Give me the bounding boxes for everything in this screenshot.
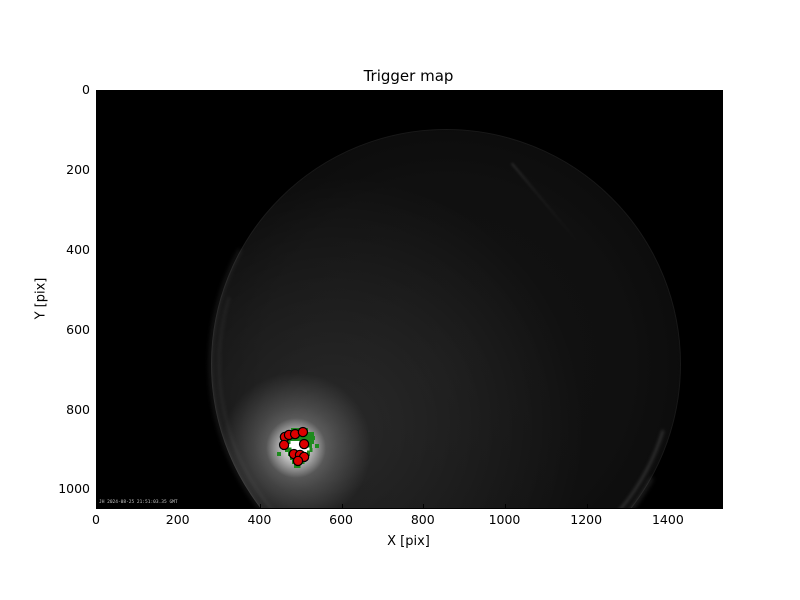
x-tick-label: 600 [329, 512, 354, 527]
plot-title: Trigger map [363, 67, 454, 85]
x-tick [423, 504, 425, 508]
x-tick-top [97, 91, 98, 95]
x-tick [97, 504, 98, 508]
y-tick-label: 400 [66, 241, 90, 257]
y-tick-right [718, 410, 722, 412]
y-axis-label: Y [pix] [33, 277, 49, 320]
x-tick-top [259, 91, 261, 95]
y-tick-right [718, 489, 722, 491]
y-tick [97, 410, 101, 412]
triggered-pixel [315, 444, 320, 449]
x-tick [504, 504, 506, 508]
x-tick [668, 504, 670, 508]
x-tick-top [504, 91, 506, 95]
x-axis-label: X [pix] [387, 534, 430, 549]
plot-area: JH 2024-08-25 21:51:03.35 GMT [96, 90, 723, 509]
triggered-pixel [277, 452, 282, 457]
y-tick [97, 91, 101, 92]
x-tick [586, 504, 588, 508]
y-tick-label: 600 [66, 321, 90, 337]
y-tick [97, 489, 101, 491]
x-tick-label: 1400 [651, 512, 684, 527]
x-tick [178, 504, 180, 508]
y-tick-label: 0 [82, 82, 90, 97]
trigger-hit-marker [297, 426, 309, 438]
saturated-pixel [288, 444, 302, 448]
x-tick-top [341, 91, 343, 95]
trigger-hit-marker [298, 438, 310, 450]
x-tick-label: 400 [247, 512, 272, 527]
x-tick-top [668, 91, 670, 95]
x-tick-label: 0 [92, 512, 100, 527]
x-tick [259, 504, 261, 508]
y-tick [97, 170, 101, 172]
x-tick-label: 1000 [488, 512, 521, 527]
x-tick-top [586, 91, 588, 95]
x-tick-label: 800 [410, 512, 435, 527]
y-tick-right [718, 170, 722, 172]
x-tick-top [178, 91, 180, 95]
y-tick [97, 250, 101, 252]
trigger-hit-marker [292, 455, 304, 467]
saturated-pixel [291, 447, 310, 451]
trigger-hit-marker [278, 439, 290, 451]
timestamp-overlay: JH 2024-08-25 21:51:03.35 GMT [99, 500, 178, 505]
x-tick-top [423, 91, 425, 95]
y-tick-right [718, 250, 722, 252]
marker-overlay [277, 426, 320, 469]
y-tick-label: 1000 [58, 481, 90, 497]
y-tick-right [718, 330, 722, 332]
y-tick-label: 200 [66, 161, 90, 177]
x-tick-label: 200 [165, 512, 190, 527]
y-tick [97, 330, 101, 332]
y-tick-right [718, 91, 722, 92]
triggered-pixel [293, 464, 301, 469]
x-tick [341, 504, 343, 508]
y-tick-label: 800 [66, 401, 90, 417]
saturated-pixel [290, 440, 300, 445]
x-tick-label: 1200 [570, 512, 603, 527]
